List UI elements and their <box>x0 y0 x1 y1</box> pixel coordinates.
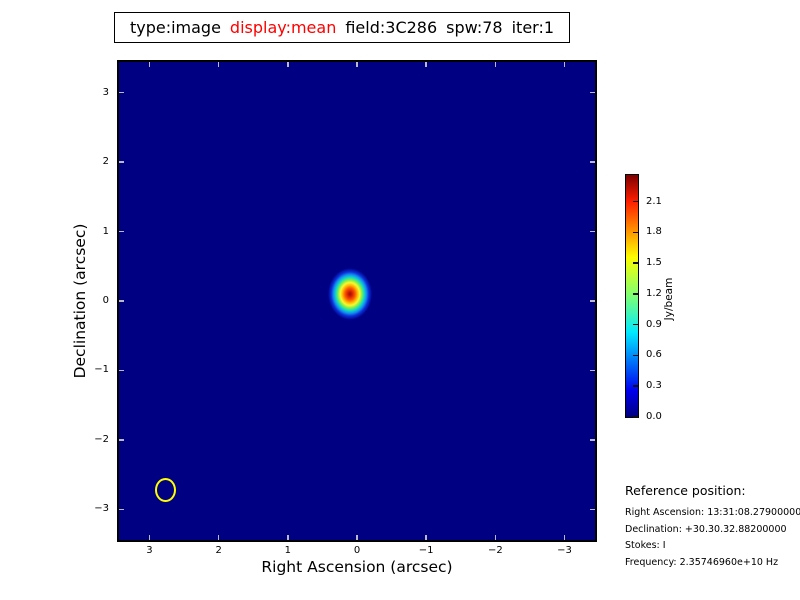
reference-heading: Reference position: <box>625 483 746 498</box>
colorbar-tick-label: 0.0 <box>646 411 662 422</box>
colorbar-tick-mark <box>633 416 638 418</box>
x-tick-label: 3 <box>146 545 153 556</box>
y-tick-mark <box>590 369 595 372</box>
beam-ellipse-marker <box>154 477 176 502</box>
x-tick-label: −1 <box>418 545 434 556</box>
colorbar-tick-mark <box>633 385 638 387</box>
y-tick-mark <box>119 300 124 302</box>
title-segment: field:3C286 <box>345 18 438 37</box>
colorbar-tick-mark <box>633 323 638 326</box>
x-tick-mark <box>494 62 497 67</box>
x-tick-label: −3 <box>557 545 572 556</box>
x-tick-mark <box>287 62 289 67</box>
x-tick-mark <box>148 62 151 67</box>
y-tick-mark <box>590 161 595 163</box>
colorbar-tick-mark <box>633 231 638 234</box>
x-tick-mark <box>494 535 497 540</box>
colorbar <box>625 174 639 418</box>
x-tick-mark <box>287 535 289 540</box>
y-tick-label: 2 <box>102 156 109 168</box>
colorbar-tick-label: 0.6 <box>646 349 662 361</box>
y-tick-mark <box>119 508 124 511</box>
colorbar-tick-label: 0.3 <box>646 380 662 392</box>
colorbar-tick-label: 2.1 <box>646 195 662 207</box>
x-axis-label: Right Ascension (arcsec) <box>261 558 453 576</box>
colorbar-tick-mark <box>633 200 638 203</box>
y-tick-mark <box>119 230 124 233</box>
x-tick-label: −2 <box>487 545 503 556</box>
y-tick-label: 1 <box>102 225 109 237</box>
x-tick-mark <box>425 535 427 540</box>
reference-stokes: Stokes: I <box>625 540 666 551</box>
colorbar-tick-label: 1.8 <box>646 226 662 238</box>
title-segment: type:image <box>129 18 221 37</box>
colorbar-tick-label: 1.2 <box>646 287 662 299</box>
y-tick-mark <box>119 91 124 94</box>
reference-frequency: Frequency: 2.35746960e+10 Hz <box>625 556 779 568</box>
colorbar-axis-label: Jy/beam <box>663 277 675 321</box>
reference-dec: Declination: +30.30.32.88200000 <box>625 523 787 535</box>
y-tick-label: −3 <box>94 503 109 515</box>
title-segment: spw:78 <box>446 18 503 37</box>
x-tick-mark <box>217 535 220 540</box>
title-segment: iter:1 <box>511 18 555 37</box>
x-tick-label: 0 <box>353 545 361 556</box>
colorbar-tick-label: 1.5 <box>646 257 662 269</box>
x-tick-mark <box>563 535 566 540</box>
colorbar-tick-mark <box>633 262 638 264</box>
y-tick-mark <box>119 161 124 163</box>
y-tick-mark <box>119 439 124 441</box>
reference-position-block: Reference position: Right Ascension: 13:… <box>625 483 800 571</box>
x-tick-mark <box>425 62 427 67</box>
x-tick-mark <box>217 62 220 67</box>
title-segment: display:mean <box>229 18 337 37</box>
x-tick-mark <box>356 62 358 67</box>
y-tick-mark <box>590 439 595 441</box>
y-tick-mark <box>590 91 595 94</box>
colorbar-tick-mark <box>633 354 638 357</box>
x-tick-mark <box>148 535 151 540</box>
y-tick-label: −1 <box>94 364 109 376</box>
x-tick-label: 1 <box>284 545 291 556</box>
colorbar-tick-mark <box>633 293 638 295</box>
colorbar-tick-label: 0.9 <box>646 318 662 330</box>
x-tick-mark <box>563 62 566 67</box>
source-blob <box>327 267 374 322</box>
image-plot <box>117 60 597 542</box>
plot-title-box: type:image display:mean field:3C286 spw:78 i… <box>114 12 570 43</box>
y-tick-label: 0 <box>102 295 109 306</box>
x-tick-mark <box>356 535 358 540</box>
y-tick-mark <box>119 369 124 372</box>
y-tick-mark <box>590 300 595 302</box>
reference-ra: Right Ascension: 13:31:08.27900000 <box>625 507 800 518</box>
y-tick-label: 3 <box>102 86 109 98</box>
y-tick-mark <box>590 230 595 233</box>
y-tick-mark <box>590 508 595 511</box>
x-tick-label: 2 <box>215 545 222 556</box>
y-tick-label: −2 <box>94 433 109 445</box>
